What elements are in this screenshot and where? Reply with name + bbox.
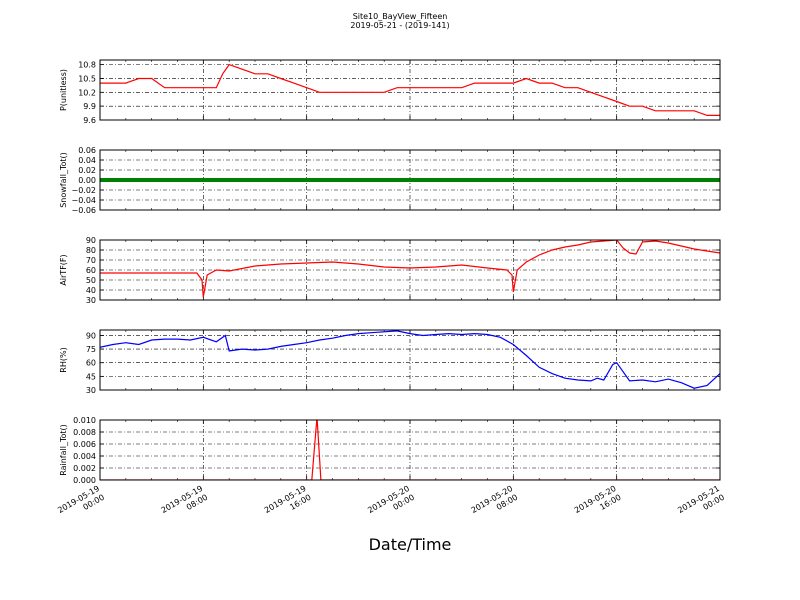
y-tick-label: 90 — [86, 331, 96, 340]
y-tick-label: 90 — [86, 236, 96, 245]
subplot-5: 0.000 0.002 0.004 0.006 0.008 0.010 Rainfall_T… — [59, 416, 721, 485]
y-tick-label: 75 — [86, 345, 96, 354]
y-tick-label: 10.2 — [78, 88, 96, 97]
series-line — [100, 330, 720, 389]
y-tick-label: 0.02 — [78, 166, 96, 175]
x-tick-label: 2019-05-2008:00 — [470, 484, 520, 524]
y-tick-label: 30 — [86, 296, 96, 305]
x-tick-label: 2019-05-2016:00 — [573, 484, 623, 524]
y-tick-label: 60 — [86, 359, 96, 368]
chart-subtitle: 2019-05-21 - (2019-141) — [350, 21, 449, 30]
y-tick-label: −0.04 — [71, 196, 96, 205]
x-tick-label: 2019-05-1916:00 — [263, 484, 313, 524]
y-tick-label: 9.9 — [83, 102, 96, 111]
y-tick-label: 0.006 — [73, 440, 96, 449]
x-tick-label: 2019-05-1900:00 — [56, 484, 106, 524]
y-tick-label: 0.04 — [78, 156, 96, 165]
y-tick-label: 0.008 — [73, 428, 96, 437]
y-tick-label: 30 — [86, 386, 96, 395]
y-tick-label: 50 — [86, 276, 96, 285]
y-axis-label: P(unitless) — [59, 69, 68, 111]
subplot-4: 30 45 60 75 90 RH(%) — [59, 329, 721, 395]
axes-frame — [99, 239, 721, 301]
y-tick-label: 9.6 — [83, 116, 96, 125]
axes-frame — [99, 59, 721, 121]
y-axis-label: Rainfall_Tot() — [59, 424, 68, 476]
y-axis-label: RH(%) — [59, 347, 68, 372]
y-tick-label: 60 — [86, 266, 96, 275]
y-axis-label: Snowfall_Tot() — [59, 152, 68, 208]
subplot-2: −0.06−0.04−0.020.000.020.040.06 Snowfall_… — [59, 146, 721, 215]
y-tick-label: 10.8 — [78, 61, 96, 70]
x-tick-labels: 2019-05-1900:00 2019-05-1908:00 2019-05-19… — [56, 484, 726, 524]
y-tick-label: 80 — [86, 246, 96, 255]
y-tick-label: 0.000 — [73, 476, 96, 485]
y-tick-label: 0.06 — [78, 146, 96, 155]
axes-frame — [99, 329, 721, 391]
y-tick-label: −0.02 — [71, 186, 96, 195]
y-tick-label: 40 — [86, 286, 96, 295]
chart-title: Site10_BayView_Fifteen — [353, 12, 448, 21]
x-tick-label: 2019-05-2000:00 — [366, 484, 416, 524]
x-tick-label: 2019-05-1908:00 — [160, 484, 210, 524]
y-tick-label: 70 — [86, 256, 96, 265]
y-tick-label: 0.00 — [78, 176, 96, 185]
y-tick-label: 45 — [86, 372, 96, 381]
series-line — [100, 63, 720, 117]
y-tick-label: 0.002 — [73, 464, 96, 473]
x-axis-label: Date/Time — [369, 535, 452, 554]
subplot-1: 9.6 9.9 10.2 10.5 10.8 P(unitless) — [59, 59, 721, 125]
x-tick-label: 2019-05-2100:00 — [676, 484, 726, 524]
axes-frame — [99, 419, 721, 481]
axes-frame — [99, 149, 721, 211]
y-tick-label: 10.5 — [78, 74, 96, 83]
subplot-panels: 9.6 9.9 10.2 10.5 10.8 P(unitless) −0.06−0.04−… — [59, 59, 721, 485]
y-tick-label: 0.004 — [73, 452, 96, 461]
y-tick-label: −0.06 — [71, 206, 96, 215]
y-tick-label: 0.010 — [73, 416, 96, 425]
series-line — [100, 240, 720, 298]
y-axis-label: AirTF(F) — [59, 254, 68, 285]
